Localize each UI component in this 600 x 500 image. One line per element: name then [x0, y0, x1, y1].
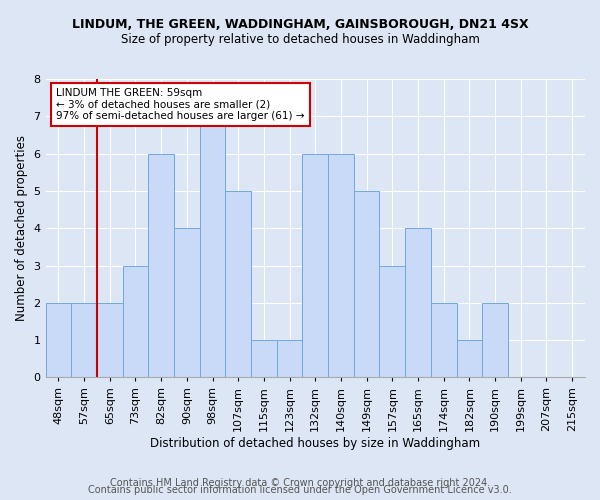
Bar: [226, 191, 251, 378]
Bar: [200, 116, 226, 378]
Text: LINDUM THE GREEN: 59sqm
← 3% of detached houses are smaller (2)
97% of semi-deta: LINDUM THE GREEN: 59sqm ← 3% of detached…: [56, 88, 305, 121]
Bar: [379, 266, 405, 378]
Text: Size of property relative to detached houses in Waddingham: Size of property relative to detached ho…: [121, 32, 479, 46]
Bar: [71, 303, 97, 378]
Bar: [457, 340, 482, 378]
Bar: [174, 228, 200, 378]
Bar: [431, 303, 457, 378]
Bar: [328, 154, 354, 378]
X-axis label: Distribution of detached houses by size in Waddingham: Distribution of detached houses by size …: [150, 437, 481, 450]
Text: Contains HM Land Registry data © Crown copyright and database right 2024.: Contains HM Land Registry data © Crown c…: [110, 478, 490, 488]
Bar: [482, 303, 508, 378]
Bar: [46, 303, 71, 378]
Text: Contains public sector information licensed under the Open Government Licence v3: Contains public sector information licen…: [88, 485, 512, 495]
Bar: [97, 303, 122, 378]
Bar: [405, 228, 431, 378]
Bar: [277, 340, 302, 378]
Y-axis label: Number of detached properties: Number of detached properties: [15, 135, 28, 321]
Bar: [122, 266, 148, 378]
Text: LINDUM, THE GREEN, WADDINGHAM, GAINSBOROUGH, DN21 4SX: LINDUM, THE GREEN, WADDINGHAM, GAINSBORO…: [71, 18, 529, 30]
Bar: [354, 191, 379, 378]
Bar: [251, 340, 277, 378]
Bar: [148, 154, 174, 378]
Bar: [302, 154, 328, 378]
